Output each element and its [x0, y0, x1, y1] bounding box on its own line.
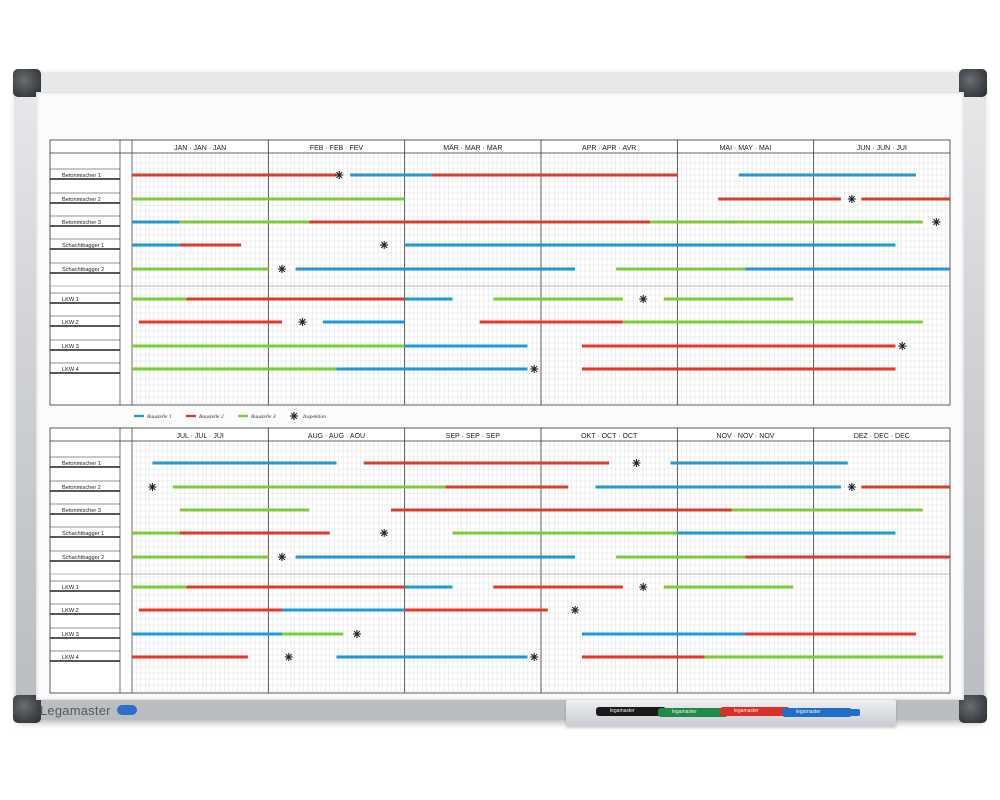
- inspection-star-stroke: [571, 606, 579, 614]
- inspection-star-icon: [335, 171, 344, 179]
- inspection-star-stroke: [299, 318, 306, 326]
- row-label: Betonmischer 2: [62, 197, 101, 203]
- row-label: LKW 4: [62, 655, 79, 661]
- inspection-star-icon: [632, 459, 641, 467]
- brand-name: Legamaster: [40, 702, 111, 718]
- inspection-star-icon: [898, 342, 907, 350]
- row-label: Schachtbagger 2: [62, 267, 104, 273]
- month-header: AUG · AUG · AOU: [308, 433, 365, 440]
- inspection-star-stroke: [899, 342, 906, 350]
- inspection-star-icon: [847, 195, 856, 203]
- row-label: Betonmischer 1: [62, 461, 101, 467]
- row-label: LKW 4: [62, 367, 79, 373]
- inspection-star-stroke: [380, 529, 388, 537]
- row-label: LKW 2: [62, 608, 79, 614]
- row-label: LKW 3: [62, 344, 79, 350]
- inspection-star-icon: [639, 295, 648, 303]
- legend: Baustelle 1 Baustelle 2 Baustelle 3 Inspekt…: [134, 412, 326, 420]
- inspection-star-stroke: [380, 241, 388, 249]
- row-label: LKW 1: [62, 297, 79, 303]
- inspection-star-icon: [148, 483, 157, 491]
- inspection-star-stroke: [290, 412, 298, 420]
- month-header: DEZ · DEC · DEC: [854, 433, 910, 440]
- row-label: Schachtbagger 2: [62, 555, 104, 561]
- inspection-star-stroke: [353, 630, 361, 638]
- month-header: OKT · OCT · OCT: [581, 433, 638, 440]
- inspection-star-stroke: [278, 553, 286, 561]
- inspection-star-stroke: [933, 218, 940, 226]
- month-header: SEP · SEP · SEP: [446, 433, 501, 440]
- planner-panel-2: JUL · JUL · JUI AUG · AUG · AOU SEP · SEP …: [49, 427, 951, 694]
- row-label: Schachtbagger 1: [62, 531, 104, 537]
- row-label: Betonmischer 1: [62, 173, 101, 179]
- inspection-star-stroke: [640, 583, 647, 591]
- inspection-star-stroke: [336, 171, 343, 179]
- row-label: LKW 2: [62, 320, 79, 326]
- marker-tray: legamaster legamaster legamaster legamaster: [566, 700, 896, 726]
- inspection-star-stroke: [285, 653, 293, 661]
- month-header: NOV · NOV · NOV: [717, 433, 775, 440]
- legend-label: Baustelle 1: [147, 414, 172, 420]
- month-header: APR · APR · AVR: [582, 145, 636, 152]
- marker-label: legamaster: [610, 708, 635, 714]
- row-label: Betonmischer 2: [62, 485, 101, 491]
- month-header: JUL · JUL · JUI: [177, 433, 224, 440]
- row-label: Schachtbagger 1: [62, 243, 104, 249]
- inspection-star-icon: [284, 653, 293, 661]
- inspection-star-icon: [571, 606, 580, 614]
- legend-label: Baustelle 2: [199, 414, 224, 420]
- brand-badge-icon: [116, 705, 137, 715]
- marker-cap: [850, 709, 860, 716]
- whiteboard-marker[interactable]: legamaster: [782, 708, 860, 717]
- inspection-star-icon: [847, 483, 856, 491]
- inspection-star-stroke: [149, 483, 156, 491]
- month-header: JAN · JAN · JAN: [174, 145, 226, 152]
- month-header: MÄR · MAR · MAR: [443, 144, 502, 152]
- legend-label: Inspektion: [302, 414, 326, 420]
- inspection-star-stroke: [633, 459, 640, 467]
- legend-label: Baustelle 3: [251, 414, 276, 420]
- row-label: Betonmischer 3: [62, 220, 101, 226]
- marker-label: legamaster: [734, 708, 759, 714]
- month-header: JUN · JUN · JUI: [857, 145, 907, 152]
- inspection-star-icon: [352, 630, 361, 638]
- brand-logo: Legamaster: [40, 700, 137, 720]
- inspection-star-icon: [932, 218, 941, 226]
- inspection-star-icon: [277, 553, 286, 561]
- inspection-star-stroke: [530, 365, 538, 373]
- inspection-star-icon: [277, 265, 286, 273]
- panel-border: [49, 139, 951, 406]
- inspection-star-stroke: [848, 195, 856, 203]
- inspection-star-icon: [298, 318, 307, 326]
- month-header: FEB · FEB · FEV: [310, 145, 364, 152]
- legend-inspection-star-icon: [290, 412, 298, 420]
- row-label: LKW 3: [62, 632, 79, 638]
- inspection-star-stroke: [848, 483, 856, 491]
- inspection-star-icon: [380, 529, 389, 537]
- inspection-star-icon: [530, 365, 539, 373]
- marker-label: legamaster: [796, 709, 821, 715]
- inspection-star-icon: [380, 241, 389, 249]
- row-label: LKW 1: [62, 585, 79, 591]
- month-header: MAI · MAY · MAI: [720, 145, 772, 152]
- inspection-star-icon: [530, 653, 539, 661]
- inspection-star-stroke: [530, 653, 538, 661]
- planner-panel-1: JAN · JAN · JAN FEB · FEB · FEV MÄR · MAR …: [49, 139, 951, 406]
- inspection-star-icon: [639, 583, 648, 591]
- inspection-star-stroke: [278, 265, 286, 273]
- panel-border: [49, 427, 951, 694]
- inspection-star-stroke: [640, 295, 647, 303]
- row-label: Betonmischer 3: [62, 508, 101, 514]
- marker-label: legamaster: [672, 709, 697, 715]
